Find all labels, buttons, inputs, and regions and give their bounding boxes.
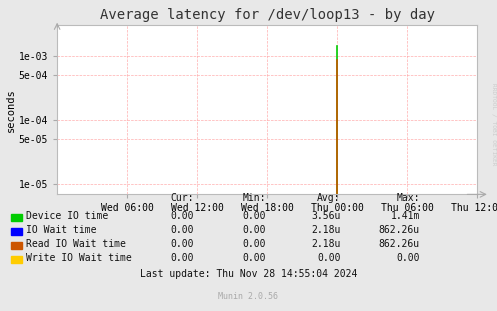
Text: Cur:: Cur: [170,193,194,202]
Text: 0.00: 0.00 [243,211,266,220]
Text: 0.00: 0.00 [243,225,266,234]
Text: 2.18u: 2.18u [311,225,340,234]
Text: 0.00: 0.00 [317,253,340,262]
Text: Device IO time: Device IO time [26,211,108,220]
Text: 3.56u: 3.56u [311,211,340,220]
Text: Read IO Wait time: Read IO Wait time [26,239,126,248]
Text: Min:: Min: [243,193,266,202]
Title: Average latency for /dev/loop13 - by day: Average latency for /dev/loop13 - by day [99,8,435,22]
Text: Max:: Max: [397,193,420,202]
Text: Avg:: Avg: [317,193,340,202]
Y-axis label: seconds: seconds [6,88,16,132]
Text: 862.26u: 862.26u [379,239,420,248]
Text: 862.26u: 862.26u [379,225,420,234]
Text: 0.00: 0.00 [170,225,194,234]
Text: 0.00: 0.00 [397,253,420,262]
Text: 0.00: 0.00 [170,253,194,262]
Text: IO Wait time: IO Wait time [26,225,96,234]
Text: 0.00: 0.00 [170,211,194,220]
Text: 0.00: 0.00 [243,239,266,248]
Text: Last update: Thu Nov 28 14:55:04 2024: Last update: Thu Nov 28 14:55:04 2024 [140,269,357,279]
Text: RRDTOOL / TOBI OETIKER: RRDTOOL / TOBI OETIKER [491,83,496,166]
Text: 2.18u: 2.18u [311,239,340,248]
Text: 0.00: 0.00 [243,253,266,262]
Text: Munin 2.0.56: Munin 2.0.56 [219,291,278,300]
Text: 0.00: 0.00 [170,239,194,248]
Text: Write IO Wait time: Write IO Wait time [26,253,132,262]
Text: 1.41m: 1.41m [391,211,420,220]
